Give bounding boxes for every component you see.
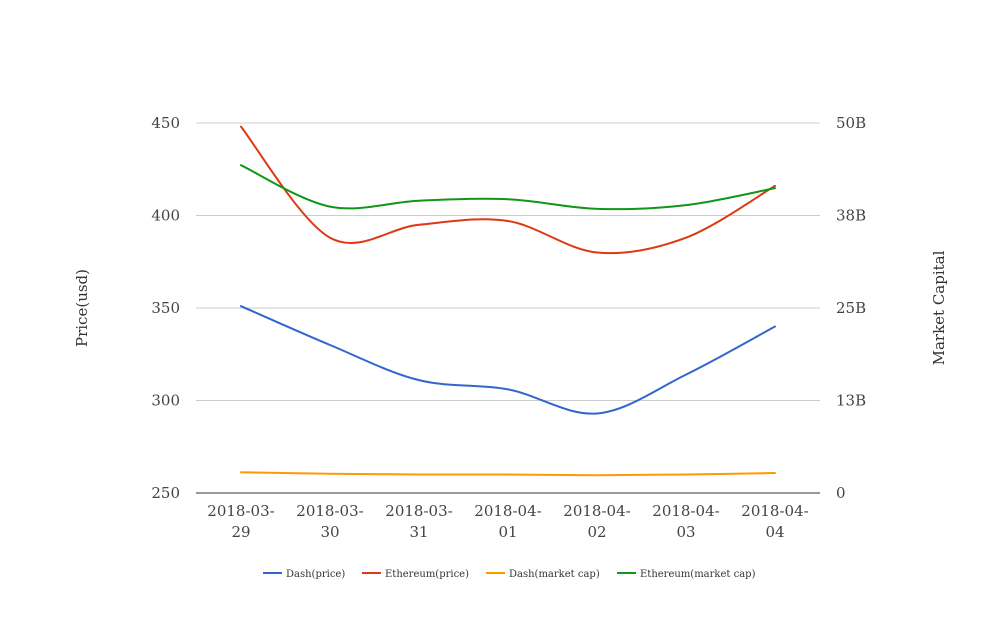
legend-label-ethereum-market-cap: Ethereum(market cap) xyxy=(640,569,756,580)
x-tick-label: 2018-04-02 xyxy=(563,502,630,541)
x-tick-label: 2018-04-01 xyxy=(474,502,541,541)
legend-label-ethereum-price: Ethereum(price) xyxy=(385,569,469,580)
x-tick-label: 2018-03-31 xyxy=(385,502,452,541)
legend-label-dash-market-cap: Dash(market cap) xyxy=(509,569,600,580)
y-right-tick-label: 13B xyxy=(836,392,866,410)
series-line-dash-market-cap xyxy=(240,471,776,477)
legend-label-dash-price: Dash(price) xyxy=(286,569,345,580)
x-tick-label: 2018-04-04 xyxy=(741,502,808,541)
y-left-tick-label: 300 xyxy=(151,392,180,410)
series-line-dash-price xyxy=(240,305,776,415)
series-line-ethereum-price xyxy=(240,125,776,255)
x-tick-label: 2018-03-29 xyxy=(207,502,274,541)
y-left-tick-label: 350 xyxy=(151,299,180,317)
x-tick-label: 2018-03-30 xyxy=(296,502,363,541)
tick-layer: 250 300 350 400 450 0 13B 25B 38B 50B 2018-03-29 20… xyxy=(151,114,866,541)
y-right-tick-label: 50B xyxy=(836,114,866,132)
x-tick-label: 2018-04-03 xyxy=(652,502,719,541)
grid-layer xyxy=(196,122,820,494)
legend: Dash(price) Ethereum(price) Dash(market ca… xyxy=(263,569,756,580)
y-left-tick-label: 400 xyxy=(151,207,180,225)
y-right-tick-label: 38B xyxy=(836,207,866,225)
y-right-tick-label: 0 xyxy=(836,484,846,502)
series-layer xyxy=(240,125,776,477)
y-left-tick-label: 250 xyxy=(151,484,180,502)
left-axis-title: Price(usd) xyxy=(73,269,91,347)
y-left-tick-label: 450 xyxy=(151,114,180,132)
y-right-tick-label: 25B xyxy=(836,299,866,317)
series-line-ethereum-market-cap xyxy=(240,164,776,211)
right-axis-title: Market Capital xyxy=(930,250,948,365)
